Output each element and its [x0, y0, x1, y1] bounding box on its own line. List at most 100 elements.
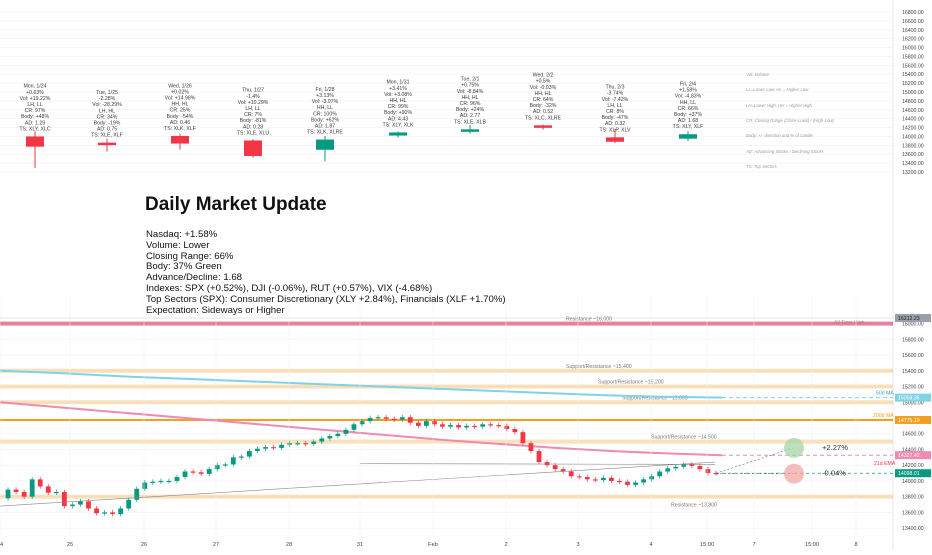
intraday-candle: [207, 469, 212, 474]
intraday-candle: [488, 424, 493, 425]
intraday-candle: [54, 492, 59, 493]
intraday-candle: [62, 492, 67, 506]
day-summary-label: AD: 0.28: [243, 124, 263, 130]
day-summary-label: Vol: +10.29%: [238, 100, 269, 106]
day-summary-label: Vol: -8.84%: [457, 89, 484, 95]
legend-line: AD: Advancing Stocks / Declining Stocks: [746, 149, 834, 154]
price-tag-label: 14098.01: [898, 471, 920, 477]
day-summary-label: Tue, 1/25: [96, 90, 118, 96]
intraday-candle: [199, 472, 204, 474]
y-tick-label: 15800.00: [902, 337, 924, 343]
intraday-candle: [416, 423, 421, 426]
intraday-candle: [408, 417, 413, 423]
y-tick-label: 13200.00: [902, 170, 924, 176]
intraday-candle: [167, 481, 172, 482]
day-summary-label: Vol: -3.97%: [312, 99, 339, 105]
candle-body: [606, 137, 624, 141]
price-tag-label: 14775.10: [898, 418, 920, 424]
day-summary-label: Tue, 2/1: [461, 77, 480, 83]
day-summary-label: +0.02%: [171, 89, 189, 95]
day-summary-label: Body: +62%: [311, 117, 340, 123]
day-summary-label: TS: XLE, XLB: [454, 119, 487, 125]
legend-line: LH=Lower High, HH = Higher High: [746, 103, 834, 108]
intraday-candle: [295, 443, 300, 444]
intraday-candle: [239, 457, 244, 458]
day-summary-label: AD: 0.46: [170, 120, 190, 126]
x-tick-label: 3: [576, 542, 579, 548]
level-label: Support/Resistance ~15,400: [566, 364, 632, 370]
intraday-candle: [247, 451, 252, 457]
y-tick-label: 15200.00: [902, 385, 924, 391]
day-summary-label: +0.75%: [461, 83, 479, 89]
x-tick-label: 24: [0, 542, 3, 548]
ema21-line: [0, 402, 722, 455]
day-summary-label: Vol: -4.83%: [675, 94, 702, 100]
intraday-candle: [6, 490, 11, 499]
intraday-candle: [335, 434, 340, 436]
level-band: [0, 369, 893, 373]
intraday-candle: [706, 469, 711, 473]
day-summary-label: CR: 64%: [533, 97, 554, 103]
y-tick-label: 13800.00: [902, 143, 924, 149]
y-tick-label: 15600.00: [902, 353, 924, 359]
price-tag-label: 14327.42: [898, 453, 920, 459]
intraday-candle: [150, 482, 155, 483]
y-tick-label: 14600.00: [902, 108, 924, 114]
y-tick-label: 16400.00: [902, 28, 924, 34]
day-summary-label: Thu, 2/3: [605, 85, 624, 91]
day-summary-label: AD: 4.43: [388, 116, 408, 122]
candle-body: [316, 140, 334, 150]
day-summary-label: +0.5%: [536, 79, 551, 85]
y-tick-label: 13600.00: [902, 510, 924, 516]
day-summary-label: AD: 1.29: [25, 120, 45, 126]
intraday-candle: [94, 508, 99, 513]
x-tick-label: 7: [752, 542, 755, 548]
intraday-candle: [311, 442, 316, 444]
intraday-candle: [673, 467, 678, 469]
day-summary-label: TS: XLY, XLF: [673, 124, 704, 130]
legend-line: LL=Lower Low, HL = Higher Low: [746, 87, 834, 92]
y-tick-label: 16800.00: [902, 10, 924, 16]
x-tick-label: 2: [504, 542, 507, 548]
intraday-candle: [649, 476, 654, 479]
intraday-candle: [126, 500, 131, 509]
intraday-candle: [521, 432, 526, 443]
day-summary-label: Body: +48%: [21, 114, 50, 120]
y-tick-label: 13400.00: [902, 161, 924, 167]
legend-line: TS: Top Sectors: [746, 164, 834, 169]
candle-body: [534, 125, 552, 128]
intraday-candle: [344, 430, 349, 434]
intraday-candle: [601, 478, 606, 480]
y-tick-label: 14600.00: [902, 432, 924, 438]
intraday-candle: [263, 447, 268, 449]
intraday-candle: [400, 417, 405, 419]
intraday-candle: [376, 417, 381, 418]
day-summary-label: Body: +37%: [674, 112, 703, 118]
day-summary-label: TS: XLC, XLRE: [525, 115, 562, 121]
target-up-label: +2.27%: [822, 443, 848, 452]
day-summary-label: TS: XLK, XLRE: [307, 130, 343, 136]
day-summary-label: Vol: +14.98%: [165, 96, 196, 102]
day-summary-label: HH, HL: [389, 98, 406, 104]
day-summary-label: AD: 0.32: [605, 121, 625, 127]
intraday-candle: [102, 512, 107, 513]
intraday-candle: [585, 477, 590, 479]
day-summary-label: Wed, 1/26: [168, 83, 192, 89]
intraday-candle: [641, 479, 646, 482]
legend-line: CR: Closing Range (Close-Lows) / (High-L…: [746, 118, 834, 123]
intraday-candle: [118, 508, 123, 514]
y-tick-label: 16000.00: [902, 322, 924, 328]
target-line-up: [716, 448, 793, 473]
intraday-candle: [698, 466, 703, 469]
intraday-candle: [496, 425, 501, 426]
day-summary-label: +1.58%: [679, 88, 697, 94]
target-down-circle: [784, 464, 804, 484]
day-summary-label: AD: 0.52: [533, 109, 553, 115]
intraday-candle: [456, 425, 461, 427]
day-summary-label: +0.63%: [26, 90, 44, 96]
intraday-candle: [633, 483, 638, 485]
day-summary-label: Wed, 2/2: [533, 73, 554, 79]
intraday-candle: [480, 424, 485, 426]
y-tick-label: 16200.00: [902, 37, 924, 43]
target-up-circle: [784, 438, 804, 458]
